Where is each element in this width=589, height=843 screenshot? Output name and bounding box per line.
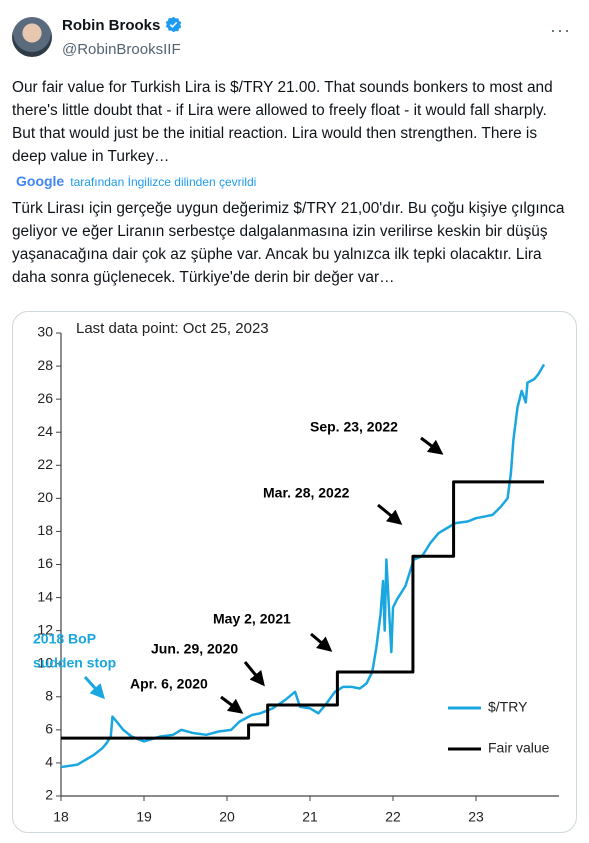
y-tick-label: 4 [45,754,53,770]
y-tick-label: 24 [37,423,53,439]
y-tick-label: 14 [37,588,53,604]
x-tick-label: 18 [53,809,69,825]
legend-label: Fair value [488,740,550,756]
x-tick-label: 23 [468,809,484,825]
y-tick-label: 30 [37,324,53,340]
y-tick-label: 28 [37,357,53,373]
google-logo: Google [16,173,65,189]
y-tick-label: 12 [37,621,53,637]
y-tick-label: 22 [37,456,53,472]
annotation: Jun. 29, 2020 [151,641,238,657]
y-tick-label: 8 [45,687,53,703]
annotation: sudden stop [33,655,116,671]
annotation: Apr. 6, 2020 [130,676,208,692]
series-line [61,480,545,740]
tweet-text: Our fair value for Turkish Lira is $/TRY… [12,79,553,165]
arrows [83,436,444,714]
x-tick-label: 19 [136,809,152,825]
y-tick-label: 18 [37,522,53,538]
x-tick-label: 21 [302,809,318,825]
y-tick-label: 6 [45,721,53,737]
y-tick-label: 16 [37,555,53,571]
verified-badge [165,16,181,33]
translated-text: Türk Lirası için gerçeğe uygun değerimiz… [12,200,565,286]
annotation: Mar. 28, 2022 [263,485,350,501]
author-handle[interactable]: @RobinBrooksIIF [62,41,181,58]
annotation: 2018 BoP [33,631,96,647]
name-text[interactable]: Robin Brooks [62,17,161,34]
y-tick-label: 20 [37,489,53,505]
chart-card[interactable]: 2 4 6 8 10 12 14 16 18 20 22 24 26 28 30 18 19 20 21 22 23 $/… [12,311,577,833]
x-tick-label: 20 [219,809,235,825]
y-tick-label: 10 [37,654,53,670]
note-text: tarafından İngilizce dilinden çevrildi [70,175,257,189]
y-tick-label: 2 [45,787,53,803]
legend-label: $/TRY [488,699,528,715]
more-menu[interactable]: ··· [550,20,571,40]
annotation: May 2, 2021 [213,611,291,627]
annotation: Sep. 23, 2022 [310,419,398,435]
translation-note[interactable]: Google tarafından İngilizce dilinden çevr… [16,173,256,189]
series-line [60,363,546,769]
author-name[interactable]: Robin Brooks [62,16,182,34]
x-tick-label: 22 [385,809,401,825]
y-tick-label: 26 [37,390,53,406]
avatar[interactable] [12,17,52,57]
annotation: Last data point: Oct 25, 2023 [76,320,269,337]
